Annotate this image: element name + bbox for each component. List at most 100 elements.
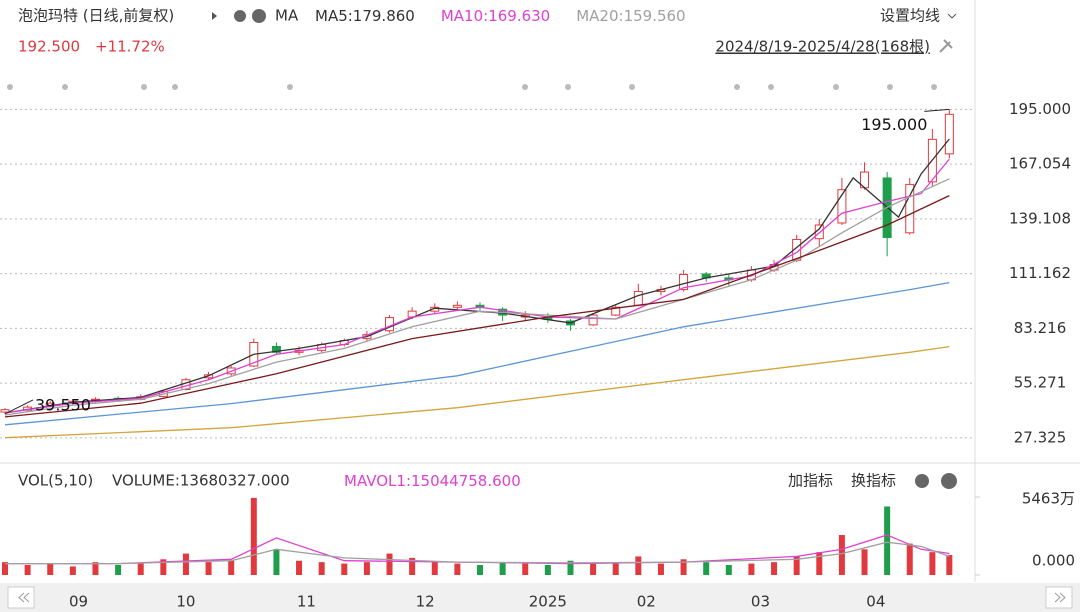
x-tick-label: 02: [637, 593, 656, 611]
volume-bar: [884, 506, 891, 575]
volume-bar: [703, 562, 710, 575]
vol-tick-label: 5463万: [1022, 490, 1075, 508]
stock-title: 泡泡玛特 (日线,前复权): [18, 7, 174, 25]
candle-body: [271, 345, 281, 353]
switch-indicator[interactable]: 换指标: [851, 472, 896, 490]
candle-body: [588, 314, 598, 326]
last-price: 192.500: [18, 38, 80, 56]
vol-close-icon[interactable]: [941, 473, 957, 489]
volume-bar: [205, 562, 212, 575]
settings-button[interactable]: 设置均线: [880, 7, 940, 25]
ma-line: [4, 178, 950, 416]
legend-entry: MA10:169.630: [441, 7, 550, 25]
ma-line: [4, 345, 950, 439]
ma-line: [5, 541, 950, 565]
candle-body: [0, 409, 10, 413]
ma-line: [4, 158, 950, 414]
legend: MA5:179.860 MA10:169.630 MA20:159.560: [315, 7, 686, 25]
volume-bar: [137, 563, 144, 575]
candle-body: [905, 183, 915, 234]
volume-bar: [341, 563, 348, 575]
volume-bar: [838, 535, 845, 575]
date-range: 2024/8/19-2025/4/28(168根): [715, 38, 930, 56]
volume-bar: [24, 565, 31, 575]
annotation-label: 195.000: [861, 115, 927, 134]
volume-bar: [771, 562, 778, 575]
vol-tick-label: 0.000: [1032, 552, 1075, 570]
volume-bar: [69, 566, 76, 575]
scrollbar[interactable]: [0, 583, 1080, 612]
volume-bar: [499, 562, 506, 575]
volume-bar: [115, 565, 122, 575]
ma-line: [4, 281, 950, 426]
volume-bar: [816, 552, 823, 575]
settings-icon[interactable]: [234, 10, 246, 22]
volume-bar: [182, 553, 189, 575]
volume-bar: [92, 562, 99, 575]
volume-bar: [929, 552, 936, 575]
close-icon[interactable]: [252, 9, 266, 23]
x-tick-label: 03: [751, 593, 770, 611]
pin-icon[interactable]: [939, 39, 953, 53]
annotation-arrow: [4, 399, 34, 415]
annotation-label: 39.550: [35, 395, 91, 414]
volume-bar: [454, 563, 461, 575]
x-tick-label: 04: [866, 593, 885, 611]
volume-bar: [47, 563, 54, 575]
volume-bar: [296, 560, 303, 575]
ma-line: [4, 138, 950, 414]
volume-bar: [273, 549, 280, 575]
y-tick-label: 195.000: [1009, 100, 1071, 118]
event-markers: [7, 84, 937, 90]
candle-body: [944, 113, 954, 155]
price-change: +11.72%: [95, 38, 165, 56]
x-tick-label: 12: [416, 593, 435, 611]
scroll-left[interactable]: [7, 586, 35, 609]
volume-bar: [477, 565, 483, 575]
volume-bar: [409, 557, 416, 575]
volume-bar: [363, 562, 370, 575]
candle-body: [611, 306, 621, 316]
volume-bar: [748, 563, 755, 575]
volume-bar: [160, 559, 167, 575]
vol-legend: MAVOL1:15044758.600: [344, 472, 521, 490]
volume-bar: [861, 549, 868, 575]
vol-title: VOL(5,10): [18, 472, 93, 490]
volume-bar: [680, 559, 687, 575]
x-tick-label: 09: [69, 593, 88, 611]
ma-line: [4, 195, 950, 418]
volume-bar: [612, 562, 619, 575]
volume-bar: [2, 562, 8, 575]
y-tick-label: 55.271: [1014, 374, 1067, 392]
dropdown-icon: [947, 13, 957, 19]
left-icon: [18, 592, 30, 603]
volume-bar: [657, 563, 664, 575]
scroll-right[interactable]: [1045, 586, 1073, 609]
add-indicator[interactable]: 加指标: [788, 472, 833, 490]
ma-line: [5, 534, 950, 565]
ma-label: MA: [275, 7, 299, 25]
vol-value: VOLUME:13680327.000: [112, 472, 290, 490]
expand-icon[interactable]: [212, 12, 217, 20]
vol-settings-icon[interactable]: [915, 474, 929, 488]
legend-entry: MA5:179.860: [315, 7, 415, 25]
volume-bar: [250, 497, 257, 575]
volume-bar: [946, 555, 953, 575]
legend-entry: MA20:159.560: [576, 7, 685, 25]
x-tick-label: 11: [297, 593, 316, 611]
right-icon: [1054, 592, 1066, 603]
volume-bar: [635, 556, 642, 575]
volume-bar: [228, 560, 235, 575]
volume-bar: [386, 553, 393, 575]
y-tick-label: 27.325: [1014, 428, 1067, 446]
y-tick-label: 139.108: [1009, 209, 1071, 227]
volume-bar: [522, 563, 529, 575]
volume-bar: [793, 556, 800, 575]
legend-entry: MAVOL1:15044758.600: [344, 472, 521, 490]
volume-bar: [318, 562, 325, 575]
volume-bar: [431, 562, 438, 575]
x-tick-label: 10: [176, 593, 195, 611]
x-tick-label: 2025: [529, 593, 567, 611]
volume-bar: [590, 563, 597, 575]
